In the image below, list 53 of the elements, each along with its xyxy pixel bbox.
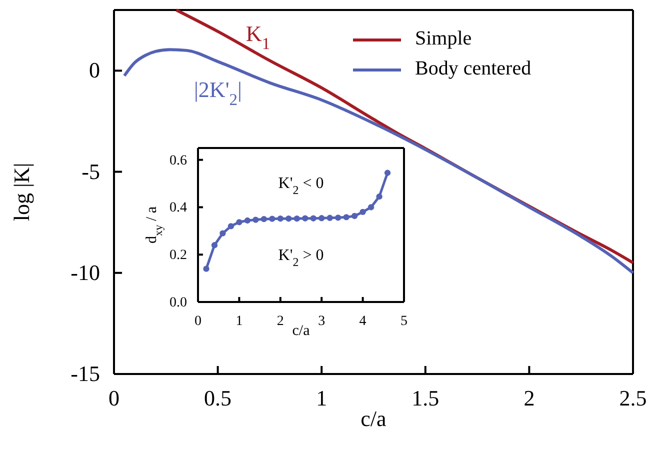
point	[302, 215, 308, 222]
point	[351, 212, 358, 220]
point	[244, 217, 251, 224]
annotation: K'$_{2}$ < 0	[278, 174, 324, 197]
point	[211, 242, 218, 248]
annotation: |2K'$_{2}$|	[194, 77, 242, 110]
y-axis-title: log |K|	[9, 162, 34, 222]
x-axis-title: c/a	[360, 406, 387, 431]
point	[252, 216, 259, 223]
y-tick-label: 0	[89, 58, 100, 83]
x-tick-label: 0	[194, 314, 202, 329]
annotation: K'$_{2}$ > 0	[278, 246, 324, 269]
point	[277, 216, 284, 222]
point	[220, 230, 226, 236]
x-tick-label: 5	[400, 314, 408, 329]
legend-label: Simple	[415, 28, 472, 50]
x-tick-label: 4	[359, 314, 366, 329]
annotation: K$_{1}$	[246, 21, 270, 54]
x-tick-label: 1	[316, 386, 328, 411]
y-tick-label: -5	[82, 158, 100, 184]
x-tick-label: 1.5	[412, 386, 440, 411]
x-tick-label: 2	[276, 314, 284, 329]
y-tick-label: 0.2	[170, 248, 187, 264]
point	[294, 216, 300, 222]
y-tick-label: -15	[70, 361, 100, 386]
point	[203, 266, 210, 272]
point	[326, 214, 333, 221]
x-tick-label: 0.5	[204, 386, 232, 411]
point	[269, 216, 276, 222]
y-tick-label: 0.6	[170, 153, 187, 168]
x-tick-label: 2.5	[619, 386, 647, 411]
point	[310, 215, 316, 222]
x-axis-title: c/a	[292, 323, 310, 339]
point	[260, 216, 268, 222]
y-tick-label: -10	[70, 260, 100, 285]
point	[360, 208, 366, 216]
point	[334, 214, 342, 221]
point	[343, 214, 350, 220]
point	[376, 193, 382, 200]
point	[318, 215, 325, 222]
x-tick-label: 0	[108, 386, 120, 411]
x-tick-label: 2	[524, 386, 535, 411]
x-tick-label: 1	[236, 314, 243, 329]
y-tick-label: 0.4	[170, 200, 187, 216]
legend-label: Body centered	[415, 58, 532, 80]
x-tick-label: 3	[318, 314, 326, 329]
line-series	[122, 48, 634, 274]
y-tick-label: 0.0	[170, 295, 187, 310]
point	[384, 170, 391, 176]
point	[236, 219, 242, 226]
point	[286, 216, 292, 222]
point	[368, 204, 374, 210]
point	[228, 223, 234, 230]
